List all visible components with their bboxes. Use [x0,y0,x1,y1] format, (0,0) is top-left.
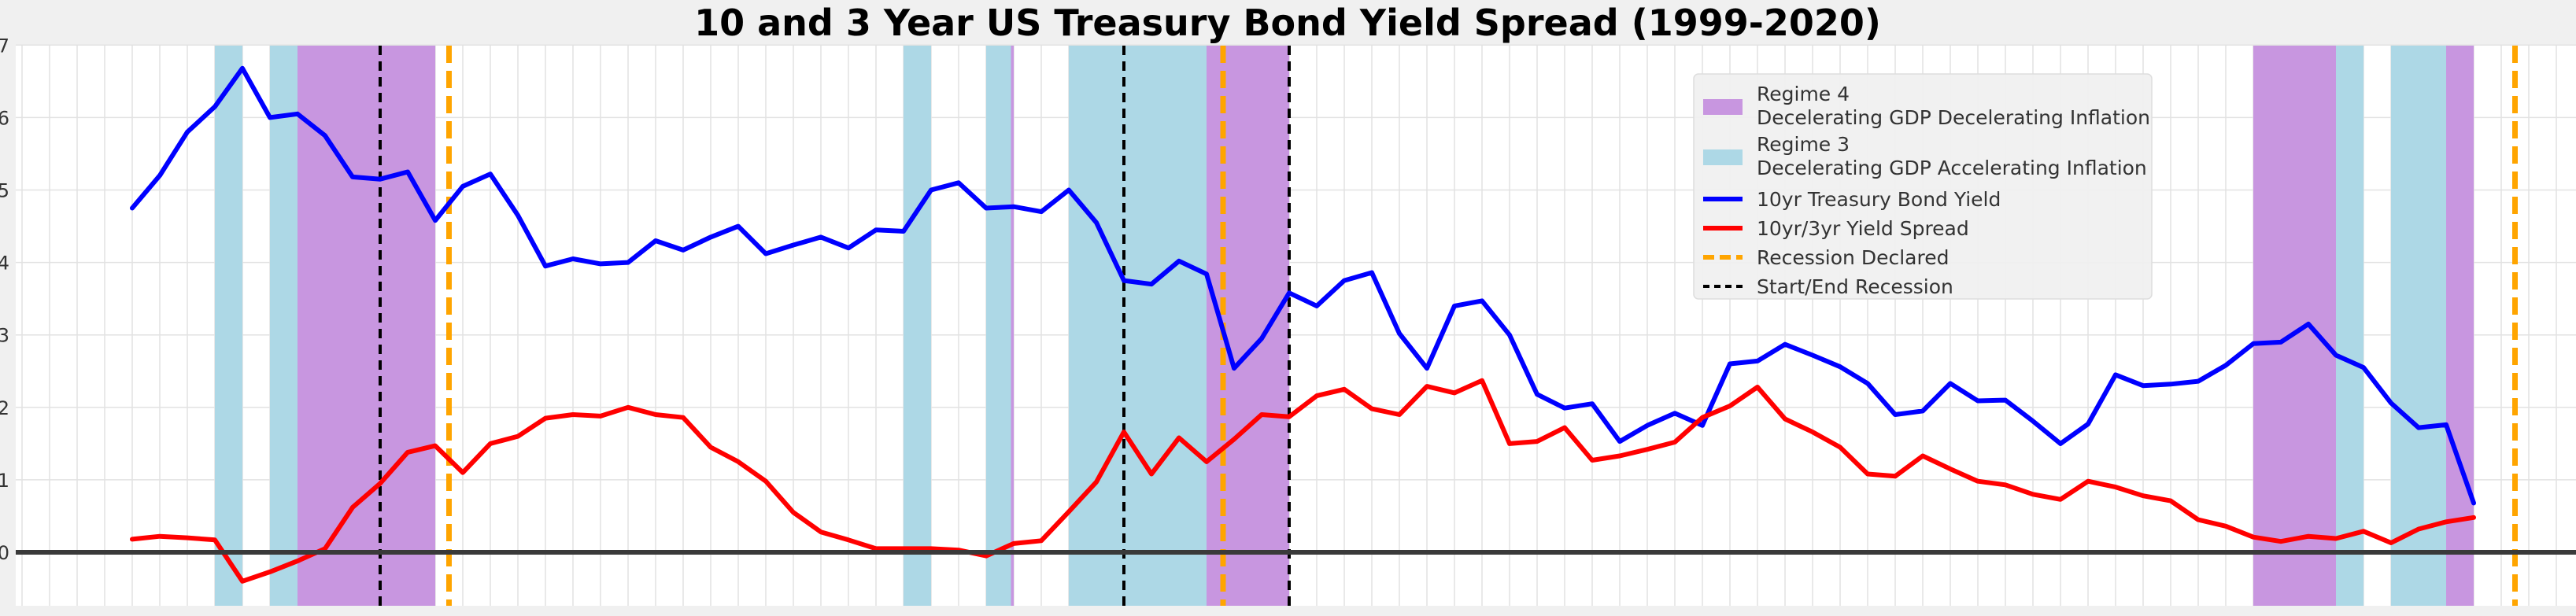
regime-4-band [2253,46,2336,606]
regime-3-band [215,46,242,606]
regime-bands [215,46,2474,606]
regime-3-band [904,46,931,606]
regime-3-band [2336,46,2363,606]
bond-yield-line [130,65,2476,506]
chart-title: 10 and 3 Year US Treasury Bond Yield Spr… [694,2,1881,44]
legend-description: Decelerating GDP Decelerating Inflation [1757,106,2150,129]
regime-4-band [298,46,435,606]
legend-swatch-regime-3 [1703,149,1743,165]
regime-4-band [1207,46,1289,606]
legend-box [1693,73,2153,300]
legend-label: Regime 4 [1757,83,1850,105]
regime-3-band [2391,46,2446,606]
y-tick-label: 0 [0,542,9,564]
y-tick-label: 6 [0,107,9,129]
regime-4-band [2446,46,2474,606]
legend-label: Regime 3 [1757,133,1850,156]
regime-3-band [986,46,1011,606]
legend-label: Recession Declared [1757,246,1949,269]
yield-spread-line [130,378,2476,584]
legend-label: 10yr Treasury Bond Yield [1757,188,2001,211]
legend-description: Decelerating GDP Accelerating Inflation [1757,157,2147,179]
series-lines [130,65,2476,584]
y-tick-labels: 0 1 2 3 4 5 6 7 [0,35,9,564]
regime-3-band [270,46,298,606]
y-tick-label: 7 [0,35,9,57]
legend-label: Start/End Recession [1757,275,1953,298]
regime-3-band [1069,46,1207,606]
legend-swatch-regime-4 [1703,99,1743,115]
legend-label: 10yr/3yr Yield Spread [1757,217,1969,240]
y-tick-label: 5 [0,180,9,202]
y-tick-label: 3 [0,325,9,347]
y-tick-label: 4 [0,253,9,275]
y-tick-label: 2 [0,397,9,419]
y-tick-label: 1 [0,470,9,492]
